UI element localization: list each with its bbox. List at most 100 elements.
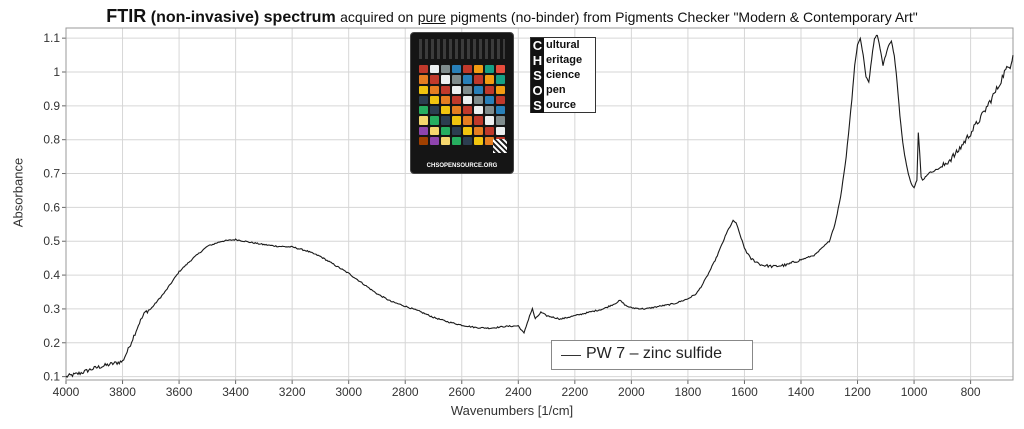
logo-letter: H [531, 53, 544, 68]
title-text-2: pigments (no-binder) from Pigments Check… [450, 9, 918, 25]
pigment-swatch [419, 95, 428, 104]
pigment-swatch [463, 85, 472, 94]
series-group [65, 34, 1014, 378]
y-tick-label: 0.1 [43, 370, 60, 384]
pigment-swatch [441, 106, 450, 115]
pigment-swatch [485, 65, 494, 74]
pigment-swatch [441, 75, 450, 84]
pigment-swatch [463, 75, 472, 84]
x-tick-label: 3400 [222, 385, 249, 399]
x-tick-label: 800 [961, 385, 981, 399]
x-tick-label: 2600 [448, 385, 475, 399]
pigment-swatch [485, 116, 494, 125]
y-axis-label: Absorbance [10, 157, 26, 228]
x-tick-label: 2000 [618, 385, 645, 399]
pigment-swatch [474, 75, 483, 84]
y-tick-label: 1 [53, 65, 60, 79]
x-tick-label: 3000 [335, 385, 362, 399]
pigment-swatch [419, 85, 428, 94]
pigment-swatch [452, 85, 461, 94]
pigment-swatch [463, 95, 472, 104]
logo-row-source: S ource [531, 98, 595, 113]
logo-row-open: O pen [531, 83, 595, 98]
plot-frame [65, 27, 1014, 381]
logo-row-cultural: C ultural [531, 38, 595, 53]
x-tick-label: 2400 [505, 385, 532, 399]
y-tick-label: 0.5 [43, 234, 60, 248]
pigment-swatch [430, 65, 439, 74]
legend-entry: PW 7 – zinc sulfide [586, 345, 723, 362]
logo-word: ultural [546, 39, 580, 51]
y-axis-ticks: 0.1 0.2 0.3 0.4 0.5 0.6 0.7 0.8 0.9 1 1.1 [43, 31, 66, 384]
pigment-swatch [430, 95, 439, 104]
pigment-swatch [430, 136, 439, 145]
pigment-swatch [474, 126, 483, 135]
series-line-0 [65, 34, 1014, 378]
x-axis-ticks: 4000 3800 3600 3400 3200 3000 2800 2600 2400 2200… [53, 380, 981, 399]
x-tick-label: 4000 [53, 385, 80, 399]
y-tick-label: 0.8 [43, 133, 60, 147]
y-tick-label: 0.3 [43, 302, 60, 316]
pigment-swatch [452, 126, 461, 135]
pigment-swatch [496, 106, 505, 115]
logo-word: pen [546, 84, 566, 96]
pigment-swatch-grid [419, 65, 505, 145]
logo-word: eritage [546, 54, 583, 66]
pigment-swatch [485, 85, 494, 94]
x-tick-label: 1800 [675, 385, 702, 399]
pigment-swatch [452, 65, 461, 74]
logo-letter: S [531, 68, 544, 83]
x-tick-label: 3600 [166, 385, 193, 399]
legend-line-swatch [561, 355, 581, 356]
pigment-swatch [430, 75, 439, 84]
logo-letter: C [531, 38, 544, 53]
pigment-swatch [496, 116, 505, 125]
title-text-1: acquired on [340, 9, 414, 25]
title-ftir: FTIR [106, 6, 147, 26]
pigment-swatch [474, 136, 483, 145]
x-tick-label: 3200 [279, 385, 306, 399]
pigment-swatch [485, 106, 494, 115]
card-header-text [419, 39, 505, 59]
pigment-swatch [463, 136, 472, 145]
pigment-swatch [419, 136, 428, 145]
chsos-logo: C ultural H eritage S cience O pen S our… [530, 37, 596, 113]
pigment-swatch [452, 106, 461, 115]
logo-row-science: S cience [531, 68, 595, 83]
pigment-swatch [430, 116, 439, 125]
x-tick-label: 1000 [901, 385, 928, 399]
pigment-swatch [430, 106, 439, 115]
pigment-swatch [496, 85, 505, 94]
pigment-swatch [441, 116, 450, 125]
logo-word: ource [546, 99, 576, 111]
pigment-swatch [496, 95, 505, 104]
pigment-swatch [452, 75, 461, 84]
x-tick-label: 1400 [788, 385, 815, 399]
x-tick-label: 1200 [844, 385, 871, 399]
chart-title: FTIR (non-invasive) spectrum acquired on… [0, 6, 1024, 27]
pigment-swatch [419, 126, 428, 135]
x-tick-label: 3800 [109, 385, 136, 399]
pigment-swatch [496, 65, 505, 74]
x-tick-label: 1600 [731, 385, 758, 399]
pigment-swatch [463, 126, 472, 135]
pigment-swatch [452, 136, 461, 145]
pigment-swatch [441, 136, 450, 145]
pigment-swatch [474, 85, 483, 94]
pigment-swatch [474, 106, 483, 115]
pigment-swatch [419, 75, 428, 84]
pigment-swatch [441, 95, 450, 104]
grid-lines [65, 28, 1013, 380]
title-subtitle: (non-invasive) spectrum [150, 9, 336, 26]
x-tick-label: 2200 [561, 385, 588, 399]
pigment-swatch [441, 65, 450, 74]
pigment-swatch [463, 116, 472, 125]
pigments-checker-card-image: CHSOPENSOURCE.ORG [410, 32, 514, 174]
pigment-swatch [496, 75, 505, 84]
pigment-swatch [485, 126, 494, 135]
y-tick-label: 0.9 [43, 99, 60, 113]
pigment-swatch [430, 85, 439, 94]
logo-letter: S [531, 98, 544, 113]
pigment-swatch [419, 106, 428, 115]
